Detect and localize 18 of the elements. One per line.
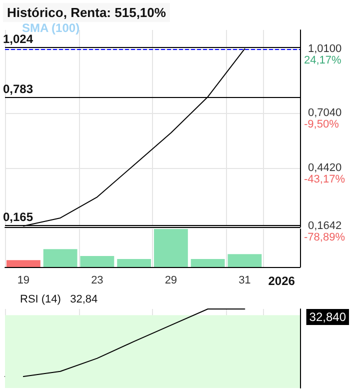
x-tick-label: 23 [91, 274, 104, 286]
text: -43,17% [304, 173, 346, 186]
x-tick-label: 19 [17, 274, 30, 286]
text: -78,89% [304, 232, 346, 244]
y-tick-label: 0,1642 [308, 220, 342, 232]
chart-title: Histórico, Renta: 515,10% [7, 5, 166, 20]
x-tick-label: 29 [164, 274, 178, 286]
chart-title: RSI (14) 32,84 [20, 294, 98, 306]
y-tick-label: 0,4420 [308, 162, 342, 174]
y-tick-label: 0,7040 [308, 106, 342, 119]
x-tick-label: 31 [238, 274, 251, 286]
text: -9,50% [304, 118, 340, 130]
y-tick-label: 1,0100 [308, 42, 342, 55]
text: 24,17% [304, 54, 342, 66]
ref-line-label: 0,783 [3, 82, 34, 96]
x-tick-label: 2026 [268, 274, 296, 288]
text: 32,840 [309, 310, 346, 324]
ref-line-label: 0,165 [3, 210, 34, 224]
